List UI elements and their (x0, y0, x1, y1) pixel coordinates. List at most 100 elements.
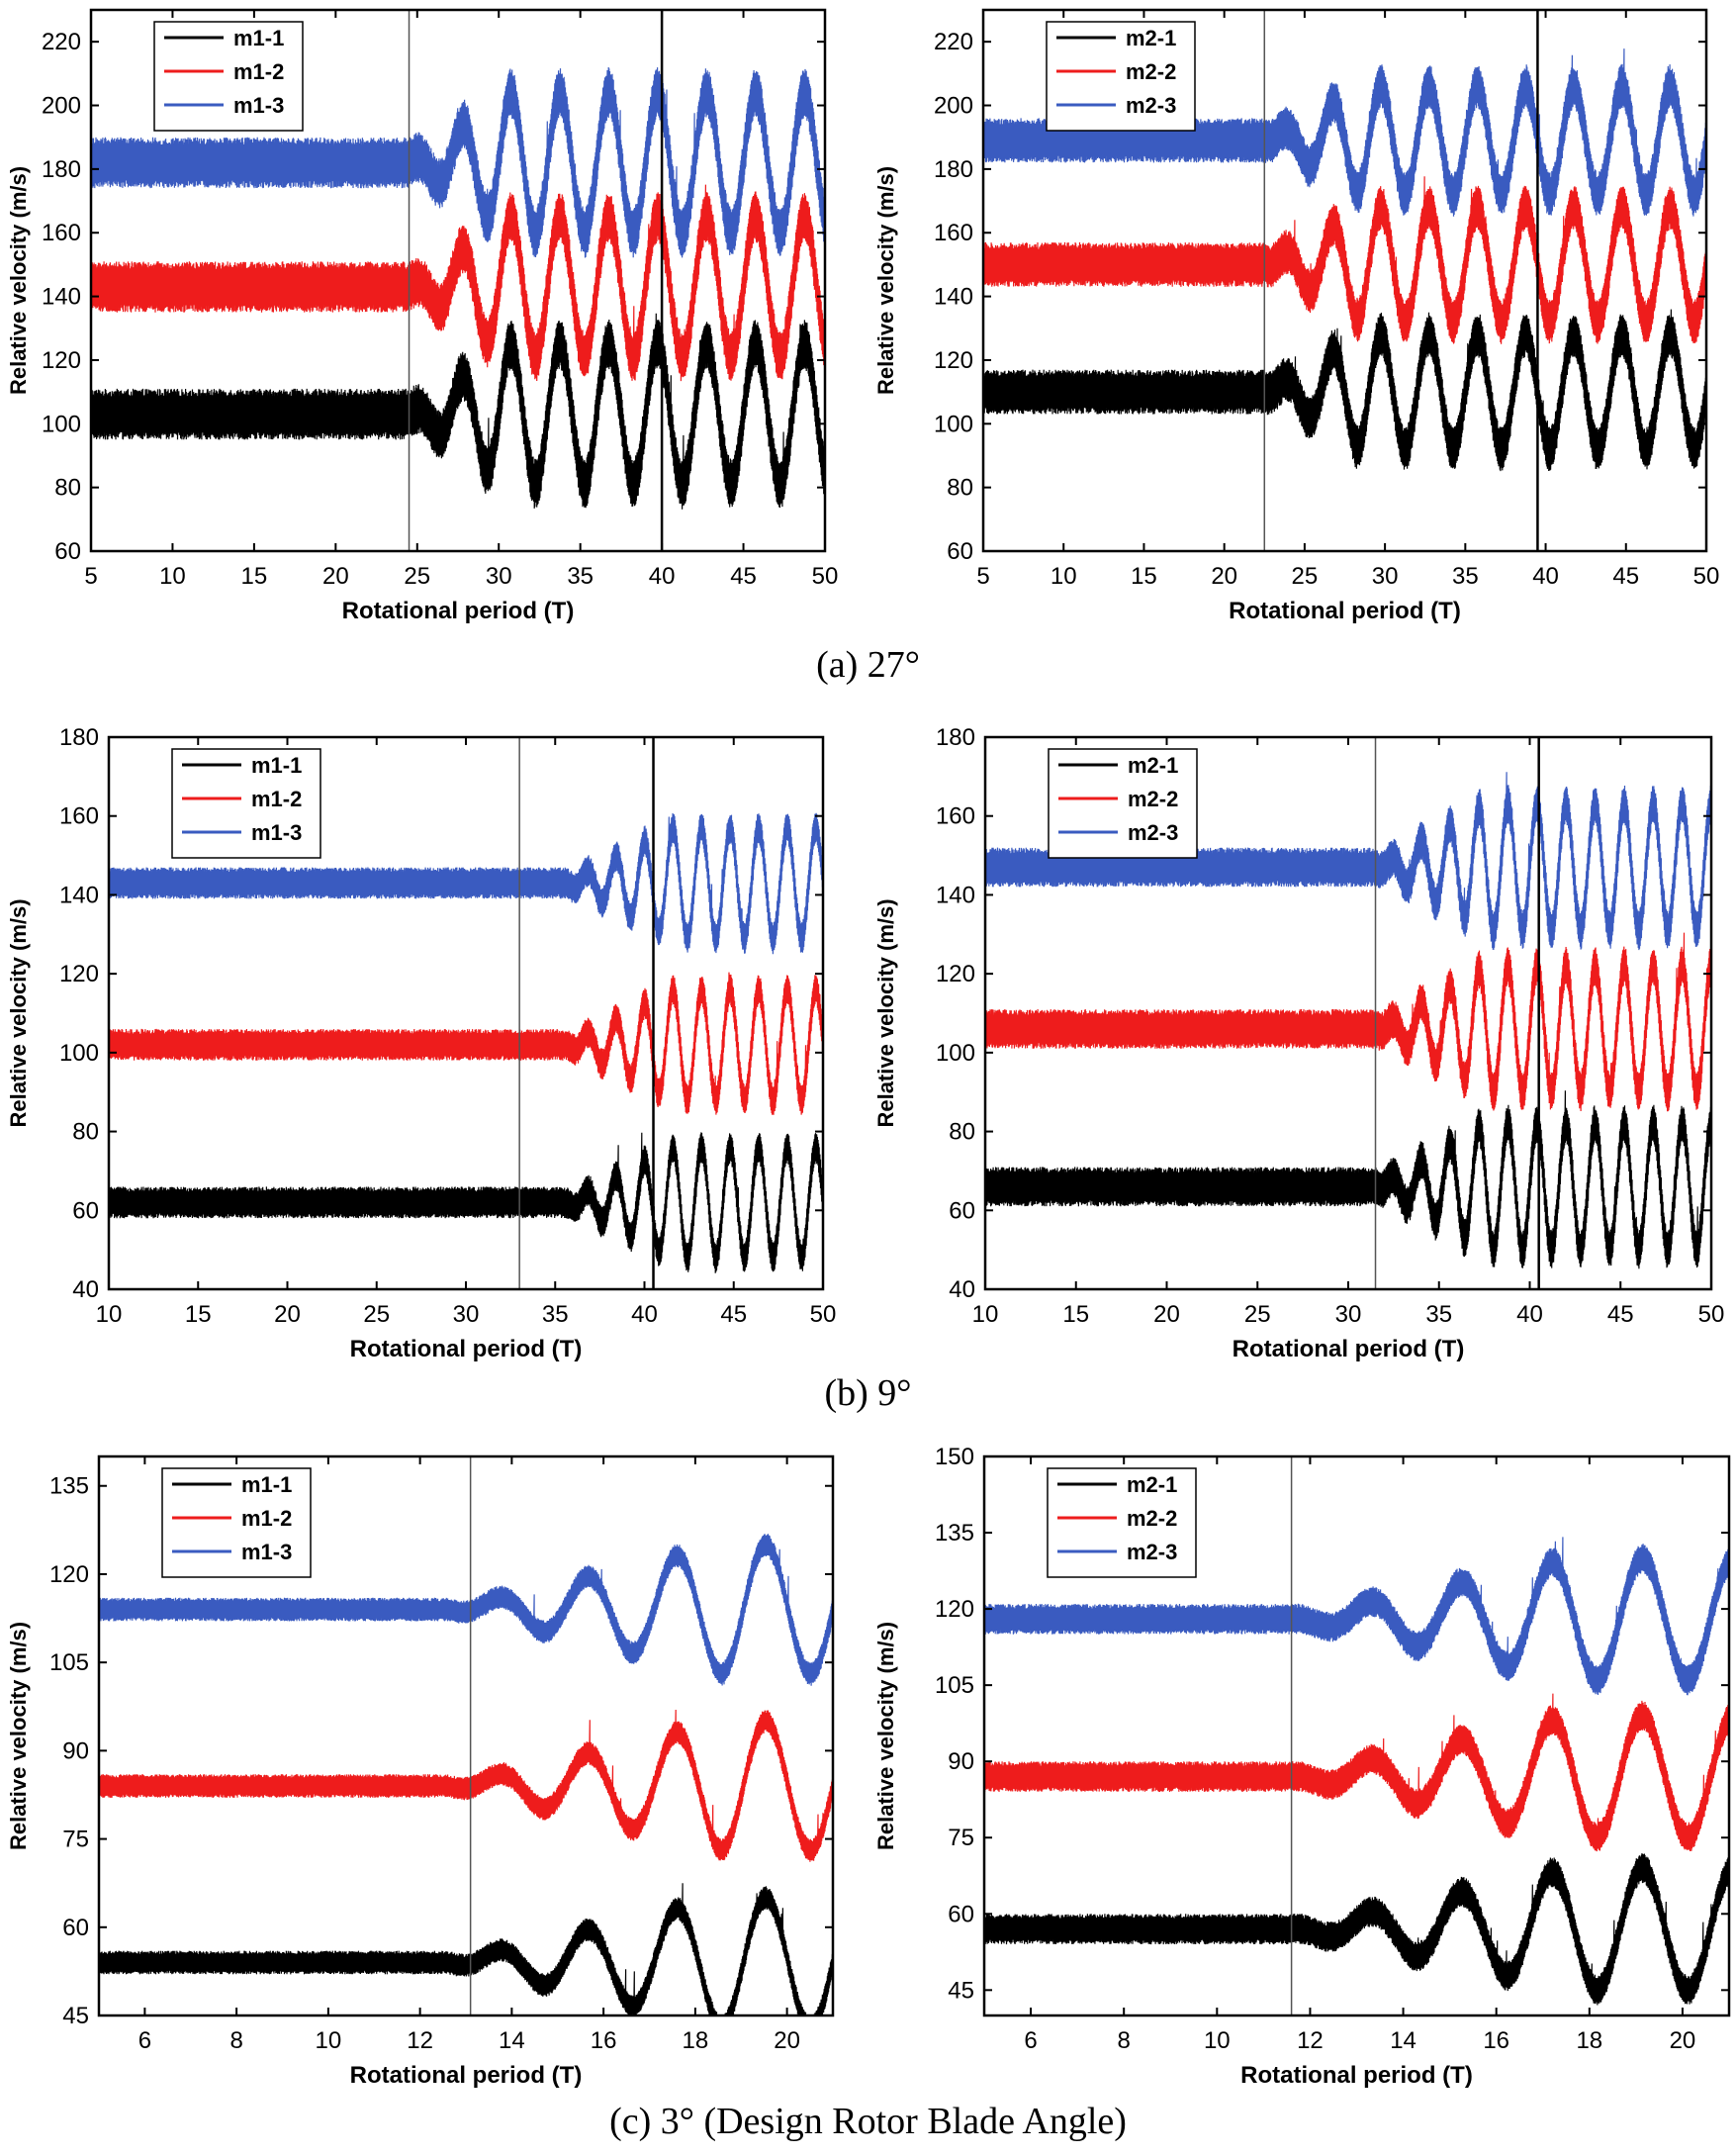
legend-label-m1-2: m1-2 (241, 1506, 292, 1531)
x-tick-label: 35 (1425, 1301, 1452, 1328)
x-tick-label: 35 (542, 1301, 569, 1328)
legend-box (1046, 21, 1196, 132)
y-tick-label: 100 (936, 1040, 975, 1067)
y-tick-label: 75 (948, 1825, 974, 1851)
x-tick-label: 10 (159, 563, 186, 590)
y-tick-label: 180 (936, 724, 975, 751)
y-tick-label: 160 (59, 803, 99, 830)
legend-label-m2-1: m2-1 (1126, 26, 1176, 50)
series-line-m2-1 (985, 1090, 1711, 1269)
x-tick-label: 6 (138, 2027, 151, 2054)
legend-box (171, 748, 321, 859)
series-line-m1-1 (91, 313, 825, 510)
x-tick-label: 15 (185, 1301, 212, 1328)
x-tick-label: 50 (1698, 1301, 1725, 1328)
x-tick-label: 30 (1335, 1301, 1362, 1328)
x-tick-label: 50 (812, 563, 839, 590)
legend: m1-1 m1-2 m1-3 (153, 21, 304, 132)
legend: m2-1 m2-2 m2-3 (1047, 1467, 1197, 1578)
plot-area (99, 1534, 833, 2015)
legend-label-m2-2: m2-2 (1128, 787, 1178, 811)
plot-area (91, 66, 825, 510)
legend-label-m2-2: m2-2 (1127, 1506, 1177, 1531)
y-tick-label: 75 (62, 1827, 89, 1853)
legend-label-m2-3: m2-3 (1127, 1540, 1177, 1564)
y-axis-label: Relative velocity (m/s) (6, 1622, 31, 1850)
plot-frame (981, 8, 1708, 553)
y-tick-label: 120 (935, 1596, 974, 1623)
x-tick-label: 6 (1024, 2027, 1037, 2054)
y-tick-label: 200 (934, 93, 973, 120)
x-tick-label: 18 (683, 2027, 709, 2054)
x-tick-label: 15 (1131, 563, 1157, 590)
plot-frame (89, 8, 827, 553)
y-tick-label: 60 (72, 1197, 99, 1224)
y-tick-label: 180 (59, 724, 99, 751)
legend-box (1048, 748, 1198, 859)
legend: m2-1 m2-2 m2-3 (1048, 748, 1198, 859)
y-tick-label: 135 (49, 1473, 89, 1500)
legend-box (1047, 1467, 1197, 1578)
series-line-m1-1 (109, 1132, 823, 1273)
plot-frame (97, 1454, 835, 2017)
legend-label-m1-3: m1-3 (251, 820, 302, 845)
y-tick-label: 140 (42, 284, 81, 311)
legend-label-m2-3: m2-3 (1128, 820, 1178, 845)
series-line-m2-1 (983, 309, 1706, 472)
y-tick-label: 90 (948, 1748, 974, 1775)
x-tick-label: 30 (1372, 563, 1399, 590)
plot-area (984, 1537, 1729, 2006)
x-axis-label: Rotational period (T) (342, 598, 575, 624)
legend: m1-1 m1-2 m1-3 (161, 1467, 312, 1578)
y-tick-label: 80 (72, 1119, 99, 1146)
y-tick-label: 45 (62, 2003, 89, 2029)
x-tick-label: 35 (567, 563, 594, 590)
legend-label-m2-2: m2-2 (1126, 59, 1176, 84)
y-tick-label: 120 (59, 961, 99, 987)
x-tick-label: 12 (407, 2027, 433, 2054)
x-tick-label: 35 (1452, 563, 1479, 590)
chart-c-right: 6 8 10 12 14 16 18 20 45 60 75 90 105 120 135 150 Rotati… (873, 1444, 1731, 2089)
series-line-m1-3 (109, 812, 823, 955)
x-tick-label: 20 (1211, 563, 1237, 590)
chart-a-right: 5 10 15 20 25 30 35 40 45 50 60 80 100 120 140 160 180 20… (873, 8, 1719, 624)
series-line-m1-2 (99, 1709, 833, 1862)
y-tick-label: 120 (936, 961, 975, 987)
chart-a-left: 5 10 15 20 25 30 35 40 45 50 60 80 100 120 140 160 180 20… (6, 8, 839, 624)
x-tick-label: 10 (972, 1301, 999, 1328)
plot-area (109, 812, 823, 1273)
x-tick-label: 15 (241, 563, 268, 590)
caption-c: (c) 3° (Design Rotor Blade Angle) (609, 2101, 1127, 2142)
legend-label-m1-3: m1-3 (241, 1540, 292, 1564)
caption-a: (a) 27° (816, 644, 920, 686)
y-tick-label: 60 (948, 1901, 974, 1927)
legend-label-m2-1: m2-1 (1127, 1472, 1177, 1497)
x-tick-label: 16 (1483, 2027, 1509, 2054)
x-tick-label: 40 (1532, 563, 1559, 590)
x-tick-label: 40 (1516, 1301, 1543, 1328)
x-tick-label: 45 (730, 563, 757, 590)
caption-b: (b) 9° (824, 1372, 912, 1414)
y-tick-label: 40 (72, 1276, 99, 1303)
x-tick-label: 5 (84, 563, 97, 590)
y-tick-label: 60 (54, 538, 81, 565)
series-line-m2-3 (985, 772, 1711, 951)
y-axis-label: Relative velocity (m/s) (873, 166, 898, 395)
y-tick-label: 80 (947, 475, 973, 502)
legend-label-m1-1: m1-1 (241, 1472, 292, 1497)
y-tick-label: 105 (49, 1649, 89, 1676)
series-line-m1-2 (109, 972, 823, 1115)
legend-box (153, 21, 304, 132)
x-axis-label: Rotational period (T) (1233, 1336, 1465, 1362)
x-tick-label: 5 (976, 563, 989, 590)
plot-area (985, 772, 1711, 1269)
x-tick-label: 16 (591, 2027, 617, 2054)
x-tick-label: 30 (486, 563, 512, 590)
y-tick-label: 140 (934, 284, 973, 311)
series-line-m2-1 (984, 1853, 1729, 2006)
x-tick-label: 25 (363, 1301, 390, 1328)
x-tick-label: 45 (720, 1301, 747, 1328)
x-axis-label: Rotational period (T) (350, 2062, 583, 2089)
series-line-m1-3 (91, 66, 825, 258)
